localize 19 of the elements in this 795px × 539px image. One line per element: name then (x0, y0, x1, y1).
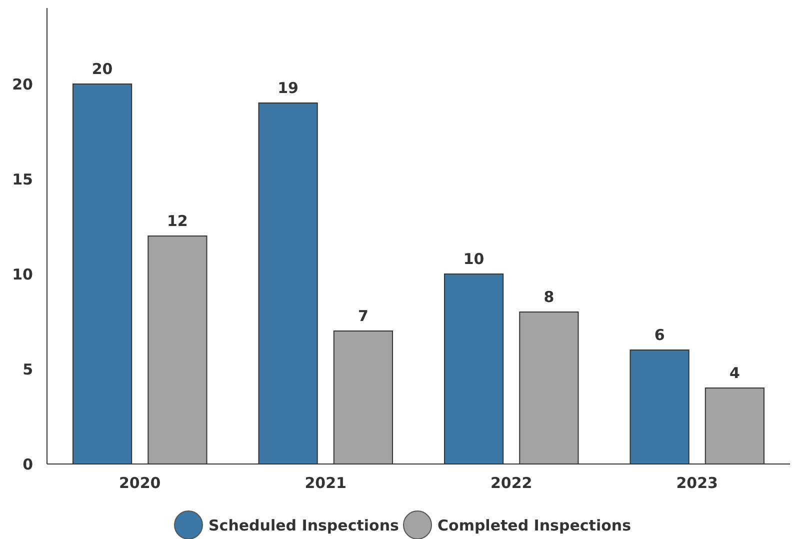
x-tick-label: 2021 (304, 474, 346, 492)
data-label: 19 (278, 79, 298, 97)
y-tick-label: 20 (12, 75, 33, 94)
x-tick-label: 2022 (490, 474, 532, 492)
x-tick-label: 2020 (119, 474, 161, 492)
legend-label: Scheduled Inspections (208, 516, 400, 534)
x-tick-label: 2023 (676, 474, 718, 492)
y-tick-label: 15 (12, 170, 33, 188)
data-label: 8 (544, 288, 554, 306)
y-tick-label: 5 (22, 360, 33, 378)
data-label: 20 (92, 60, 113, 78)
y-tick-label: 10 (12, 265, 33, 284)
data-label: 12 (167, 212, 188, 230)
legend-label: Completed Inspections (438, 516, 632, 534)
data-label: 7 (358, 307, 368, 325)
data-label: 4 (729, 364, 740, 382)
data-label: 6 (654, 326, 665, 344)
data-label: 10 (463, 250, 484, 268)
y-tick-label: 0 (22, 455, 33, 474)
